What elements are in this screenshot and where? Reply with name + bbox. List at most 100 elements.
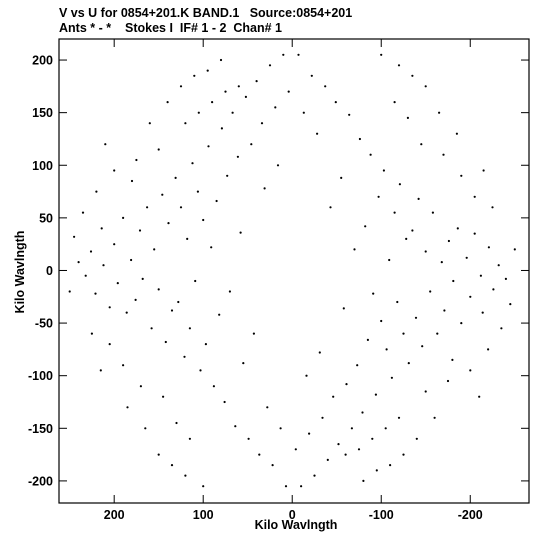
data-point — [305, 374, 308, 377]
data-point — [108, 343, 111, 346]
data-point — [438, 111, 441, 114]
data-point — [211, 101, 214, 104]
x-axis-ticks: 200 100 0 -100 -200 — [104, 39, 483, 522]
data-point — [385, 348, 388, 351]
data-point — [122, 364, 125, 367]
data-point — [175, 421, 178, 425]
data-point — [90, 332, 93, 335]
data-point — [393, 101, 396, 104]
data-point — [184, 474, 187, 477]
data-point — [481, 311, 484, 314]
data-point — [89, 250, 93, 253]
data-point — [202, 218, 205, 222]
data-point — [144, 427, 147, 430]
data-point — [390, 376, 393, 379]
data-point — [188, 327, 191, 330]
data-point — [191, 162, 194, 165]
data-point — [210, 246, 213, 249]
data-point — [126, 406, 129, 409]
data-point — [297, 53, 300, 56]
data-point — [130, 258, 133, 262]
data-point — [162, 395, 165, 398]
data-point — [228, 290, 231, 293]
data-point — [197, 111, 200, 114]
data-point — [342, 307, 345, 310]
data-point — [433, 416, 436, 419]
data-point — [362, 479, 365, 482]
data-point — [424, 250, 427, 253]
data-point — [504, 277, 507, 280]
data-point — [380, 53, 383, 56]
data-point — [199, 369, 202, 372]
data-point — [431, 211, 434, 214]
data-point — [329, 206, 332, 209]
data-point — [99, 369, 102, 372]
data-point — [161, 193, 164, 196]
data-point — [497, 264, 500, 267]
y-tick-label: -200 — [28, 474, 53, 488]
data-point — [491, 206, 494, 209]
data-point — [442, 153, 445, 156]
data-point — [361, 411, 364, 414]
data-point — [179, 206, 183, 209]
data-point — [146, 206, 149, 209]
data-point — [179, 85, 183, 88]
data-point — [482, 169, 485, 172]
y-tick-label: -150 — [28, 422, 53, 436]
data-point — [316, 132, 319, 135]
data-point — [255, 80, 258, 83]
data-point — [186, 237, 189, 240]
data-point — [405, 237, 408, 240]
data-point — [250, 143, 253, 146]
data-point — [344, 453, 347, 456]
data-point — [337, 443, 340, 446]
data-point — [206, 69, 209, 72]
data-point — [244, 95, 247, 98]
data-point — [452, 279, 455, 283]
data-point — [332, 395, 335, 398]
data-point — [321, 416, 324, 419]
data-point — [157, 453, 160, 456]
data-point — [353, 248, 356, 251]
x-tick-label: 100 — [193, 508, 214, 522]
data-point — [260, 122, 264, 125]
y-tick-label: -50 — [35, 317, 53, 331]
data-point — [95, 190, 98, 193]
data-point — [236, 155, 239, 158]
data-point — [440, 261, 443, 264]
data-point — [226, 174, 229, 177]
data-point — [170, 309, 174, 312]
data-point — [388, 258, 391, 262]
data-point — [348, 113, 351, 116]
data-point — [73, 235, 76, 238]
data-point — [219, 58, 223, 62]
data-point — [308, 432, 311, 435]
data-point — [258, 453, 261, 456]
data-point — [371, 437, 374, 440]
data-point — [446, 379, 450, 383]
data-point — [345, 383, 348, 386]
data-point — [402, 332, 405, 335]
y-tick-label: -100 — [28, 369, 53, 383]
data-point — [170, 464, 174, 467]
data-point — [357, 448, 361, 451]
data-point — [231, 111, 234, 114]
data-point — [513, 248, 516, 251]
data-point — [375, 469, 378, 472]
data-point — [396, 300, 399, 304]
data-point — [460, 174, 463, 177]
data-point — [220, 127, 223, 130]
data-point — [188, 437, 191, 440]
data-point — [473, 232, 476, 235]
data-point — [469, 369, 472, 372]
data-point — [194, 279, 197, 283]
data-point — [139, 385, 142, 388]
data-point — [382, 169, 385, 172]
data-point — [326, 458, 329, 461]
data-point — [334, 101, 337, 104]
data-point — [122, 216, 125, 219]
data-point — [460, 322, 463, 325]
data-point — [380, 319, 383, 323]
data-point — [223, 400, 226, 404]
x-tick-label: -200 — [458, 508, 483, 522]
